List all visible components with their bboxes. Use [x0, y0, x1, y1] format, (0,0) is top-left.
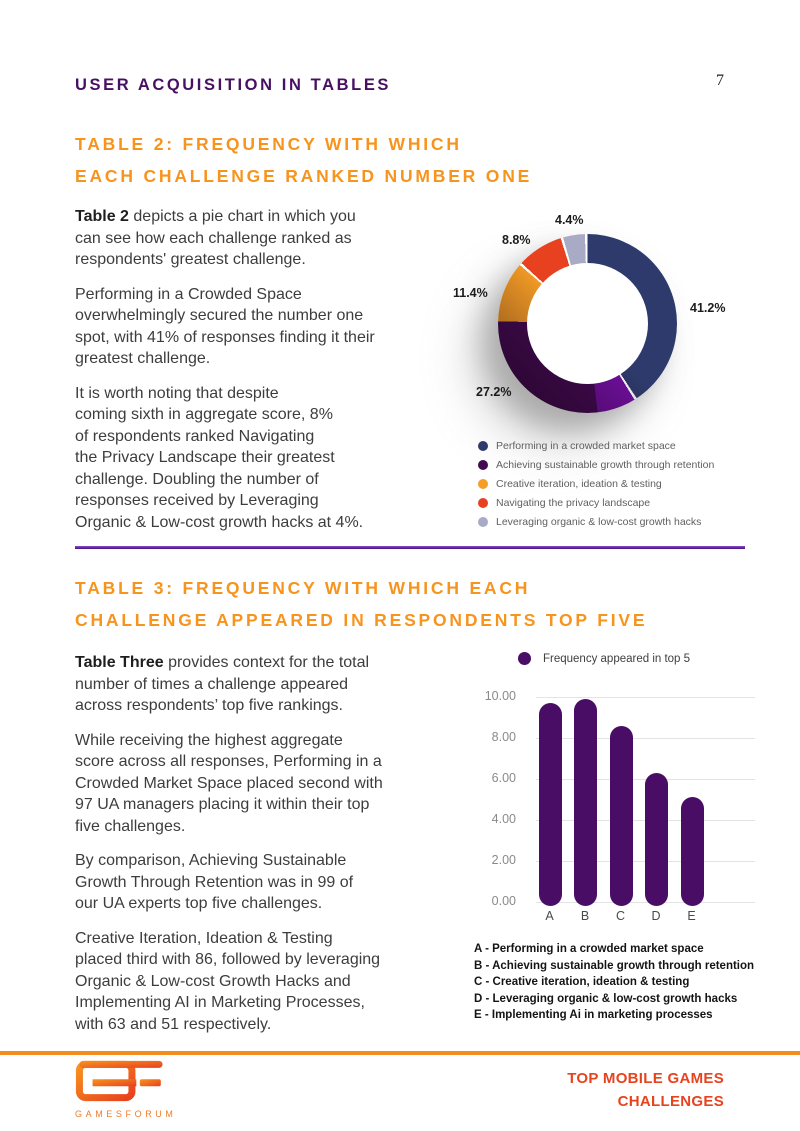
x-axis-tick-label: C [615, 909, 627, 923]
gridline [536, 902, 755, 903]
key-line: C - Creative iteration, ideation & testi… [474, 976, 690, 988]
legend-item-label: Navigating the privacy landscape [496, 496, 651, 509]
x-axis-tick-label: D [651, 909, 662, 923]
page-number: 7 [716, 72, 724, 89]
bar [609, 725, 633, 906]
bar [574, 699, 597, 906]
paragraph: Performing in a Crowded Space overwhelmi… [75, 285, 375, 368]
legend-item: Leveraging organic & low-cost growth hac… [478, 512, 714, 531]
gridline [536, 697, 755, 698]
bar-chart: Frequency appeared in top 5 10.00 8.00 6.0… [460, 645, 780, 940]
y-axis-tick-label: 10.00 [484, 689, 516, 703]
gf-logo-icon [75, 1060, 163, 1102]
table3-paragraphs: Table Three provides context for the tot… [75, 652, 470, 1048]
legend-item: Creative iteration, ideation & testing [478, 474, 714, 493]
key-line: E - Implementing Ai in marketing process… [474, 1009, 713, 1021]
key-line: B - Achieving sustainable growth through… [474, 959, 755, 972]
key-line: D - Leveraging organic & low-cost growth… [474, 992, 738, 1005]
gamesforum-wordmark: GAMESFORUM [75, 1109, 177, 1119]
slice-label: 8.8% [502, 233, 531, 247]
page-title: USER ACQUISITION IN TABLES [75, 76, 392, 94]
paragraph: Table 2 depicts a pie chart in which you… [75, 208, 356, 268]
paragraph: By comparison, Achieving Sustainable Gro… [75, 852, 354, 912]
bar [538, 703, 562, 906]
slice-label: 27.2% [476, 385, 512, 399]
paragraph: It is worth noting that despite coming s… [75, 384, 364, 531]
x-axis-tick-label: B [580, 909, 591, 923]
legend-item-label: Leveraging organic & low-cost growth hac… [496, 515, 702, 528]
donut-hole [527, 263, 648, 384]
gridline [536, 738, 755, 739]
donut-legend: Performing in a crowded market space Achi… [478, 436, 714, 531]
bar-chart-legend: Frequency appeared in top 5 [518, 652, 690, 665]
paragraph: Creative Iteration, Ideation & Testing p… [75, 929, 381, 1033]
legend-item: Achieving sustainable growth through ret… [478, 455, 714, 474]
footer-tagline: TOP MOBILE GAMES CHALLENGES [567, 1070, 724, 1110]
gamesforum-logo: GAMESFORUM [75, 1060, 177, 1119]
legend-item-label: Creative iteration, ideation & testing [496, 477, 662, 490]
x-axis-tick-label: E [687, 909, 697, 923]
bar-chart-key: A - Performing in a crowded market space… [474, 941, 754, 1024]
legend-dot-icon [478, 440, 488, 451]
bar-chart-legend-label: Frequency appeared in top 5 [543, 652, 691, 665]
bar [645, 772, 668, 906]
legend-dot-icon [478, 497, 488, 508]
section-divider [75, 546, 745, 549]
table3-heading: TABLE 3: FREQUENCY WITH WHICH EACH CHALL… [75, 578, 648, 630]
legend-dot-icon [518, 652, 531, 665]
y-axis-tick-label: 2.00 [491, 853, 516, 867]
footer-divider [0, 1051, 800, 1055]
legend-item-label: Performing in a crowded market space [496, 439, 676, 452]
y-axis-tick-label: 0.00 [491, 894, 516, 908]
legend-item: Navigating the privacy landscape [478, 493, 714, 512]
legend-item: Performing in a crowded market space [478, 436, 714, 455]
table2-paragraphs: Table 2 depicts a pie chart in which you… [75, 206, 470, 546]
x-axis-tick-label: A [545, 909, 555, 923]
table2-heading: TABLE 2: FREQUENCY WITH WHICH EACH CHALL… [75, 134, 533, 186]
legend-dot-icon [478, 478, 488, 489]
donut-chart: 41.2% 27.2% 11.4% 8.8% 4.4% Performing in a … [440, 205, 770, 535]
y-axis-tick-label: 8.00 [491, 730, 516, 744]
paragraph: Table Three provides context for the tot… [75, 654, 370, 714]
legend-dot-icon [478, 459, 488, 470]
slice-label: 11.4% [453, 286, 488, 300]
legend-item-label: Achieving sustainable growth through ret… [496, 458, 715, 471]
bar [680, 797, 704, 906]
key-line: A - Performing in a crowded market space [474, 943, 704, 955]
legend-dot-icon [478, 516, 488, 527]
slice-label: 41.2% [690, 301, 726, 315]
y-axis-tick-label: 6.00 [491, 771, 516, 785]
y-axis-tick-label: 4.00 [491, 812, 516, 826]
slice-label: 4.4% [555, 213, 584, 227]
paragraph: While receiving the highest aggregate sc… [75, 731, 383, 835]
